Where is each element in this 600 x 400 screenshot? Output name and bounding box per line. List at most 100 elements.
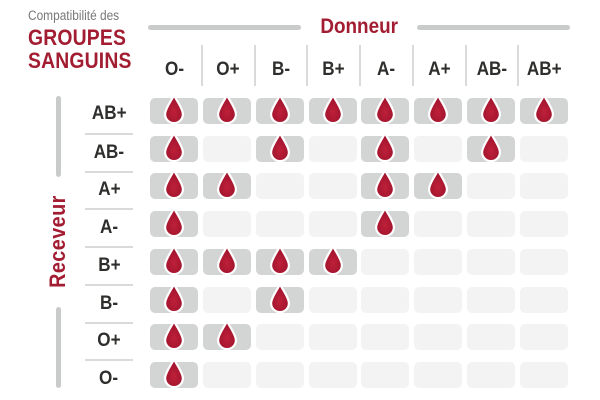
matrix-cell-wrap [465,131,518,171]
donor-col-header-label: AB+ [527,59,562,80]
matrix-cell-AB+-from-AB--compatible [466,94,515,125]
matrix-cell-O+-from-O+-compatible [203,320,252,351]
receiver-row-label-text: AB- [93,141,125,163]
matrix-cell-B--from-AB+-empty [519,286,568,313]
blood-drop-icon [428,169,449,200]
matrix-cell-B--from-O+-empty [203,286,252,313]
blood-drop-icon [375,169,396,200]
matrix-cell-B+-from-O--compatible [150,245,199,276]
receiver-axis-header: Receveur [45,96,71,389]
matrix-cell-wrap [465,284,518,322]
donor-col-header-label: O- [164,59,184,80]
matrix-cell-wrap [465,246,518,284]
receiver-row-labels: AB+ AB- A+ A- B+ B- O+ O- [85,95,133,397]
matrix-cell-O+-from-A+-empty [414,324,463,351]
matrix-cell-wrap [148,169,201,209]
matrix-cell-wrap [412,284,465,322]
blood-drop-icon [269,282,290,313]
matrix-cell-B+-from-B+-compatible [308,245,357,276]
matrix-cell-wrap [148,245,201,284]
matrix-cell-A+-from-A+-compatible [414,169,463,200]
matrix-cell-AB--from-A+-empty [414,135,463,162]
matrix-cell-AB--from-B+-empty [308,135,357,162]
matrix-cell-A--from-O--compatible [150,207,199,238]
matrix-cell-wrap [306,94,359,133]
chart-subtitle-text: Compatibilité des [28,8,120,23]
chart-title-line2-text: SANGUINS [28,48,132,73]
matrix-cell-O+-from-AB+-empty [519,324,568,351]
matrix-cell-wrap [517,322,570,360]
matrix-cell-B+-from-O+-compatible [203,245,252,276]
blood-drop-icon [164,358,185,389]
chart-title-line2: SANGUINS [28,49,146,72]
matrix-cell-wrap [306,359,359,397]
matrix-cell-AB+-from-O--compatible [150,94,199,125]
matrix-cell-wrap [465,171,518,209]
matrix-cell-wrap [254,171,307,209]
blood-drop-icon [480,94,501,125]
matrix-cell-wrap [201,359,254,397]
matrix-cell-A+-from-B+-empty [308,173,357,200]
receiver-row-label-AB-: AB- [85,132,133,171]
blood-drop-icon [217,94,238,125]
matrix-cell-wrap [517,246,570,284]
matrix-cell-B+-from-AB+-empty [519,248,568,275]
matrix-cell-wrap [306,133,359,171]
matrix-cell-wrap [517,171,570,209]
matrix-cell-wrap [201,284,254,322]
matrix-cell-A--from-O+-empty [203,211,252,238]
receiver-row-label-text: AB+ [91,102,127,124]
matrix-cell-B+-from-B--compatible [255,245,304,276]
receiver-row-label-text: B- [99,292,119,314]
matrix-cell-B+-from-AB--empty [466,248,515,275]
matrix-cell-wrap [359,359,412,397]
receiver-row-label-B-: B- [85,283,133,322]
matrix-cell-wrap [254,359,307,397]
matrix-cell-wrap [517,94,570,133]
chart-title-line1-text: GROUPES [28,25,127,50]
matrix-cell-B--from-B--compatible [255,282,304,313]
receiver-axis-label: Receveur [45,195,70,289]
donor-col-header-label: O+ [216,59,240,80]
matrix-cell-B--from-B+-empty [308,286,357,313]
matrix-cell-wrap [465,322,518,360]
matrix-cell-AB--from-AB--compatible [466,131,515,162]
receiver-row-label-O+: O+ [85,321,133,360]
matrix-cell-AB+-from-AB+-compatible [519,94,568,125]
matrix-cell-wrap [359,322,412,360]
matrix-cell-wrap [412,94,465,133]
blood-drop-icon [164,320,185,351]
donor-col-header-O+: O+ [200,45,254,86]
matrix-cell-wrap [306,245,359,284]
matrix-cell-wrap [148,320,201,360]
compatibility-matrix [148,94,570,397]
matrix-cell-wrap [148,207,201,246]
matrix-cell-wrap [148,94,201,133]
matrix-cell-wrap [254,282,307,322]
matrix-cell-wrap [254,208,307,246]
donor-col-header-label: A+ [427,59,451,80]
blood-drop-icon [164,282,185,313]
matrix-cell-wrap [254,94,307,133]
matrix-cell-wrap [359,169,412,209]
matrix-cell-O--from-O--compatible [150,358,199,389]
blood-drop-icon [164,131,185,162]
matrix-cell-AB--from-O--compatible [150,131,199,162]
matrix-cell-A+-from-O--compatible [150,169,199,200]
chart-title: Compatibilité des GROUPES SANGUINS [28,8,146,72]
donor-col-header-label: AB- [476,59,508,80]
matrix-cell-wrap [201,94,254,133]
blood-drop-icon [217,245,238,276]
matrix-cell-wrap [201,169,254,209]
matrix-cell-wrap [359,94,412,133]
matrix-cell-wrap [412,322,465,360]
matrix-cell-wrap [201,245,254,284]
matrix-cell-wrap [148,358,201,397]
blood-drop-icon [164,245,185,276]
blood-drop-icon [375,94,396,125]
matrix-cell-O--from-AB--empty [466,362,515,389]
matrix-cell-B+-from-A--empty [361,248,410,275]
matrix-cell-A--from-A--compatible [361,207,410,238]
donor-column-headers: O- O+ B- B+ A- A+ AB- AB+ [148,45,570,86]
